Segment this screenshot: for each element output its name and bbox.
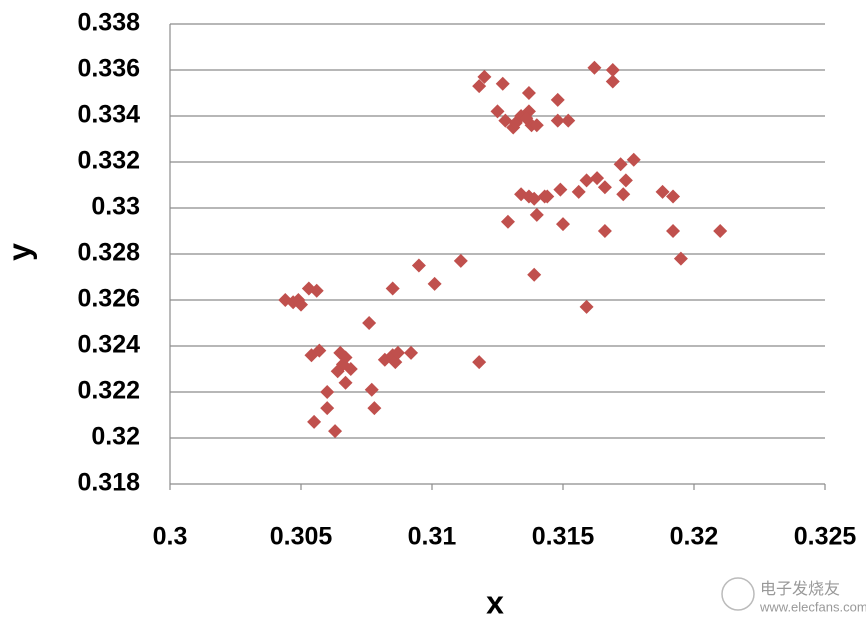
y-tick-label: 0.334 [77, 101, 140, 129]
watermark-name: 电子发烧友 [760, 580, 840, 598]
point [500, 214, 515, 229]
point [362, 316, 377, 330]
point [666, 189, 681, 204]
y-tick-label: 0.326 [77, 285, 140, 313]
point [343, 362, 358, 376]
x-tick-label: 0.325 [794, 523, 857, 551]
point [328, 424, 343, 439]
point [597, 180, 612, 195]
y-tick-label: 0.322 [77, 377, 140, 405]
point [312, 343, 327, 358]
point [605, 63, 620, 77]
y-tick-label: 0.336 [77, 55, 140, 83]
point [550, 113, 565, 128]
point [579, 173, 594, 188]
point [472, 79, 487, 94]
point [529, 207, 544, 222]
y-tick-label: 0.33 [91, 193, 140, 221]
point [521, 86, 536, 100]
point [540, 189, 555, 204]
point [309, 283, 324, 298]
point [618, 173, 633, 188]
watermark-logo [721, 577, 755, 611]
point [527, 191, 542, 206]
y-axis-title: y [1, 243, 37, 261]
point [616, 187, 631, 202]
y-tick-label: 0.32 [91, 423, 140, 451]
point [529, 118, 544, 133]
point [579, 299, 594, 314]
point [590, 171, 605, 186]
point [550, 92, 565, 107]
point [338, 375, 353, 390]
point [307, 414, 322, 429]
point [364, 382, 379, 397]
point [655, 184, 670, 199]
point [390, 345, 405, 360]
point [626, 152, 641, 167]
y-tick-label: 0.338 [77, 9, 140, 37]
point [411, 258, 426, 273]
point [527, 267, 542, 282]
point [713, 224, 728, 238]
point [613, 157, 628, 172]
point [472, 355, 487, 370]
point [490, 104, 505, 119]
point [519, 111, 534, 126]
x-tick-label: 0.315 [532, 523, 595, 551]
x-axis-title: x [486, 584, 504, 620]
y-tick-label: 0.318 [77, 469, 140, 497]
watermark-url: www.elecfans.com [759, 599, 866, 614]
point [553, 182, 568, 197]
point [294, 297, 308, 312]
x-tick-label: 0.3 [153, 523, 188, 551]
watermark: 电子发烧友 www.elecfans.com [721, 577, 866, 614]
point [498, 113, 513, 128]
point [404, 345, 419, 360]
point [605, 74, 620, 89]
point [320, 385, 335, 399]
point [587, 60, 602, 75]
point [666, 224, 681, 238]
point [597, 224, 612, 238]
y-tick-label: 0.324 [77, 331, 140, 359]
x-tick-label: 0.305 [270, 523, 333, 551]
x-tick-label: 0.31 [408, 523, 457, 551]
point [495, 76, 510, 91]
point [330, 364, 345, 379]
point [320, 401, 335, 416]
x-tick-label: 0.32 [670, 523, 719, 551]
point [561, 113, 576, 128]
y-tick-label: 0.332 [77, 147, 140, 175]
point [571, 184, 586, 199]
point [385, 281, 400, 296]
point [427, 276, 442, 291]
point [477, 69, 492, 84]
point [453, 253, 468, 268]
point [556, 217, 570, 232]
point [673, 251, 688, 266]
y-tick-label: 0.328 [77, 239, 140, 267]
point [367, 401, 382, 416]
